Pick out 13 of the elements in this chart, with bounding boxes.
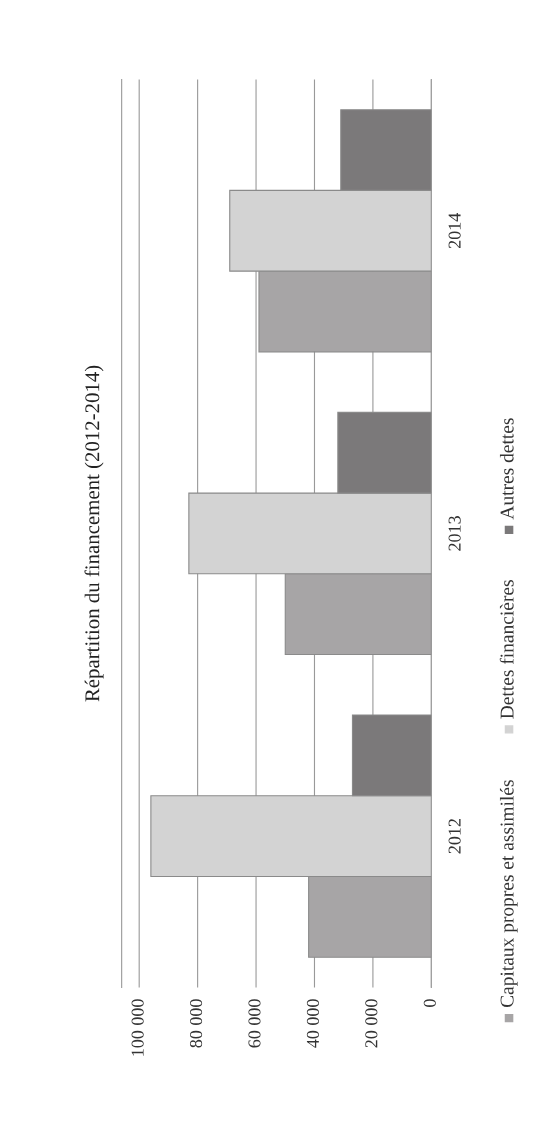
y-tick-label: 2012 <box>448 819 461 854</box>
x-tick-label: 100 000 <box>131 999 144 1056</box>
y-tick-label: 2013 <box>448 516 461 551</box>
text: Autres dettes <box>499 418 514 520</box>
y-tick-label: 2014 <box>448 213 461 249</box>
text: Dettes financières <box>499 580 514 719</box>
text: Répartition du financement (2012-2014) <box>84 365 104 702</box>
x-tick-label: 80 000 <box>189 999 203 1048</box>
x-tick-label: 40 000 <box>306 999 319 1048</box>
x-tick-label: 20 000 <box>365 999 378 1048</box>
x-tick-label: 60 000 <box>248 999 261 1048</box>
x-tick-label: 0 <box>423 999 436 1007</box>
text: Capitaux propres et assimilés <box>499 780 518 1008</box>
